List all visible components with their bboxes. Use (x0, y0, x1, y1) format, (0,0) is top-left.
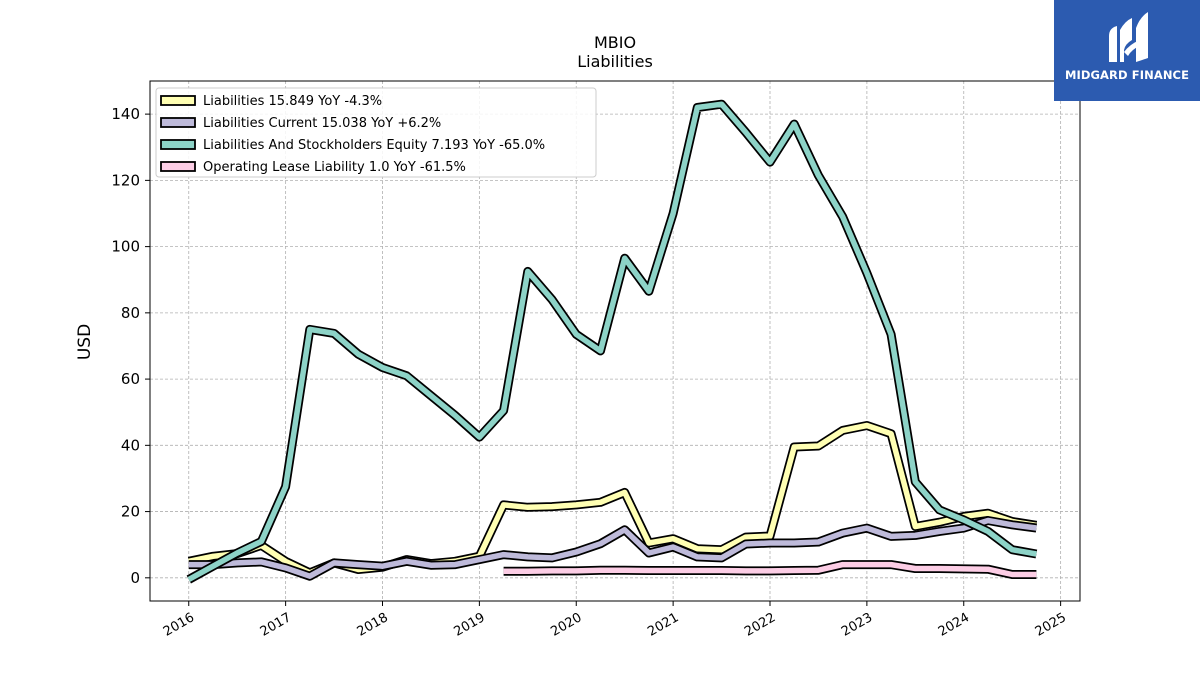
midgard-logo-icon (1109, 12, 1148, 62)
chart-subtitle: Liabilities (577, 52, 653, 71)
y-tick-label: 0 (130, 569, 140, 587)
legend-swatch (160, 139, 196, 150)
series-line-3 (503, 561, 1037, 578)
x-tick-label: 2021 (645, 610, 681, 640)
x-tick-label: 2016 (161, 610, 197, 640)
brand-logo: MIDGARD FINANCE (1054, 0, 1200, 101)
legend: Liabilities 15.849 YoY -4.3% Liabilities … (155, 87, 597, 178)
logo-text: MIDGARD FINANCE (1064, 68, 1190, 82)
series-line-2 (187, 101, 1037, 582)
chart-title: MBIO (594, 33, 636, 52)
y-tick-label: 120 (111, 171, 140, 189)
y-tick-label: 80 (121, 304, 140, 322)
y-tick-label: 40 (121, 436, 140, 454)
plot-frame (149, 80, 1081, 602)
x-tick-label: 2019 (452, 610, 488, 640)
y-tick-label: 140 (111, 105, 140, 123)
x-tick-label: 2018 (355, 610, 391, 640)
y-tick-label: 20 (121, 503, 140, 521)
series-group (186, 99, 1038, 584)
x-tick-label: 2022 (742, 610, 778, 640)
legend-swatch (160, 117, 196, 128)
y-tick-label: 60 (121, 370, 140, 388)
legend-label: Operating Lease Liability 1.0 YoY -61.5% (203, 160, 466, 175)
x-tick-label: 2020 (548, 610, 584, 640)
legend-label: Liabilities 15.849 YoY -4.3% (203, 94, 382, 109)
legend-label: Liabilities And Stockholders Equity 7.19… (203, 138, 545, 153)
legend-swatch (160, 161, 196, 172)
x-tick-label: 2017 (258, 610, 294, 640)
legend-swatch (160, 95, 196, 106)
legend-box (155, 87, 597, 178)
legend-label: Liabilities Current 15.038 YoY +6.2% (203, 116, 441, 131)
series-line-1 (188, 517, 1037, 579)
y-axis-label: USD (75, 324, 95, 360)
x-tick-label: 2023 (839, 610, 875, 640)
y-tick-label: 100 (111, 238, 140, 256)
x-tick-label: 2025 (1033, 610, 1069, 640)
x-tick-label: 2024 (936, 610, 972, 640)
